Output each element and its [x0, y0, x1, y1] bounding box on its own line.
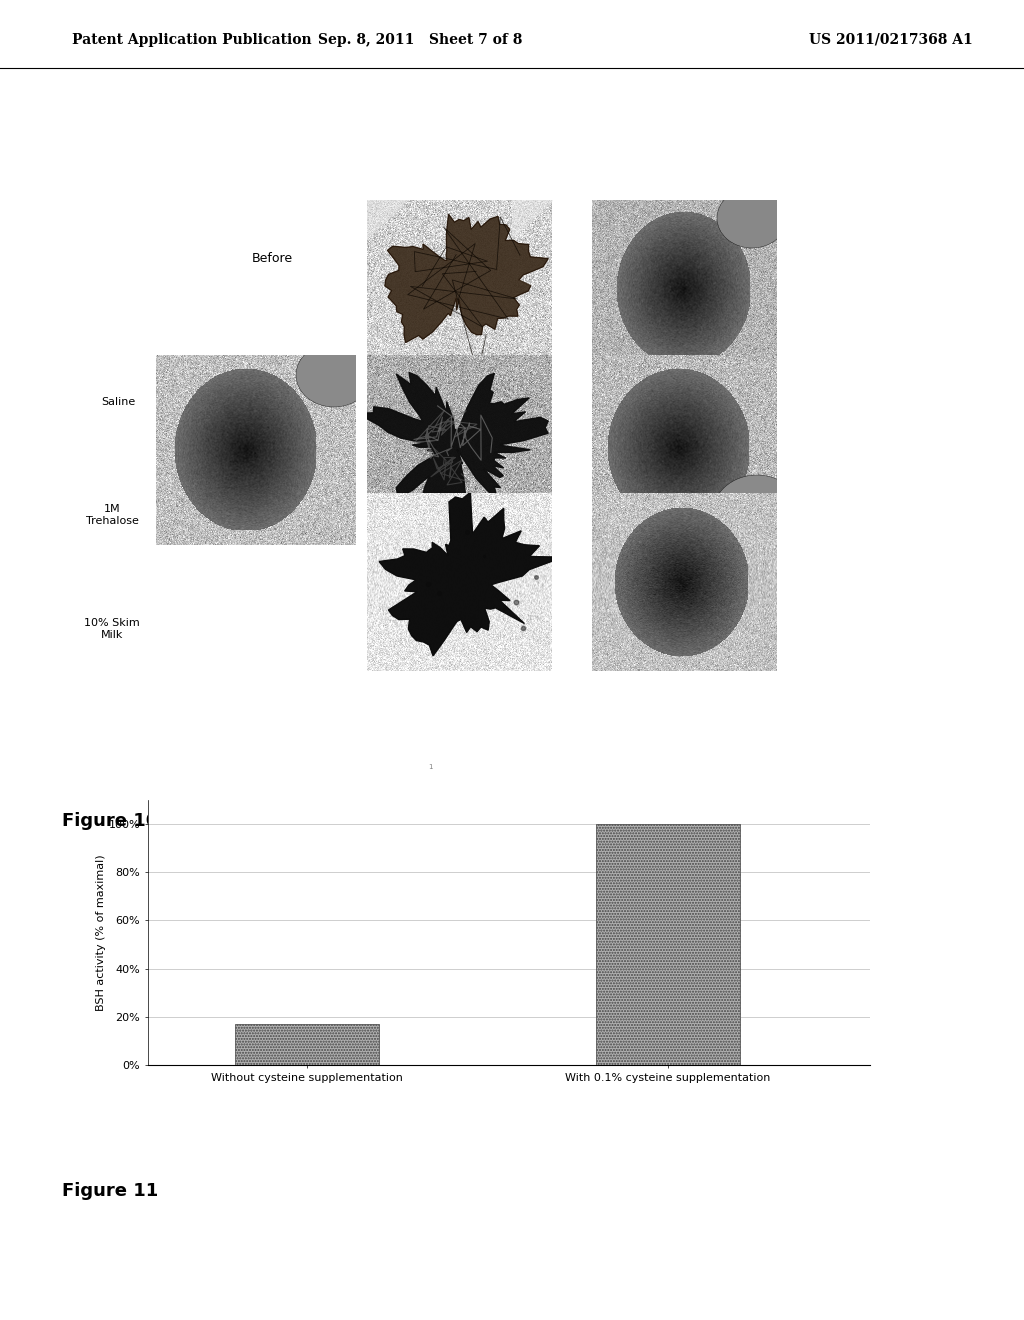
- Text: US 2011/0217368 A1: US 2011/0217368 A1: [809, 33, 973, 46]
- Text: Before: Before: [252, 252, 293, 265]
- Point: [515, 618, 531, 639]
- Text: Sep. 8, 2011   Sheet 7 of 8: Sep. 8, 2011 Sheet 7 of 8: [317, 33, 522, 46]
- Polygon shape: [385, 214, 548, 343]
- Polygon shape: [379, 492, 563, 656]
- Point: [476, 546, 493, 568]
- Text: 1M
Trehalose: 1M Trehalose: [86, 504, 138, 525]
- Ellipse shape: [717, 187, 787, 248]
- Ellipse shape: [712, 475, 802, 554]
- Point: [460, 521, 476, 543]
- Y-axis label: BSH activity (% of maximal): BSH activity (% of maximal): [96, 854, 105, 1011]
- Point: [508, 591, 524, 612]
- Ellipse shape: [296, 343, 372, 407]
- Point: [420, 574, 436, 595]
- Polygon shape: [357, 372, 548, 536]
- Bar: [596, 824, 740, 1065]
- Point: [431, 582, 447, 603]
- Text: Rehydrated: Rehydrated: [664, 252, 736, 265]
- Point: [496, 599, 512, 620]
- Point: [527, 566, 544, 587]
- Text: Patent Application Publication: Patent Application Publication: [72, 33, 311, 46]
- Text: Saline: Saline: [101, 397, 135, 407]
- Text: Figure 10: Figure 10: [62, 812, 159, 830]
- Text: Figure 11: Figure 11: [62, 1181, 159, 1200]
- Text: 1: 1: [428, 764, 432, 770]
- Text: Lyophilized: Lyophilized: [430, 252, 500, 265]
- Bar: [234, 1024, 379, 1065]
- Text: 10% Skim
Milk: 10% Skim Milk: [84, 618, 140, 640]
